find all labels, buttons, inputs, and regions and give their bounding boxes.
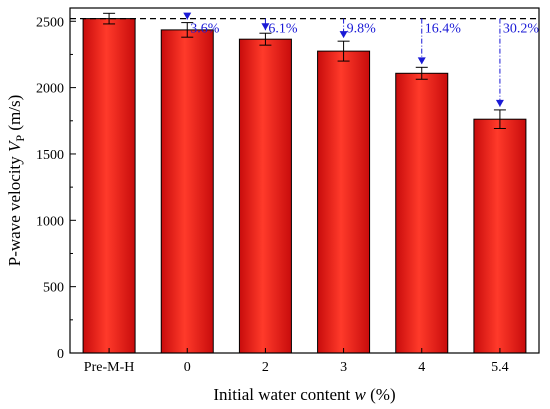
y-tick-label-3: 1500 bbox=[36, 148, 64, 163]
bar-1 bbox=[160, 29, 214, 354]
y-tick-label-2: 1000 bbox=[36, 214, 64, 229]
plot-frame bbox=[69, 7, 540, 354]
reduction-arrowhead-2 bbox=[261, 23, 270, 31]
bar-3 bbox=[317, 50, 371, 354]
x-axis-label: Initial water content w (%) bbox=[213, 385, 395, 404]
reduction-label-5: 30.2% bbox=[503, 22, 539, 37]
y-tick-label-0: 0 bbox=[57, 347, 64, 362]
reduction-label-3: 9.8% bbox=[347, 22, 377, 37]
bar-5 bbox=[473, 118, 527, 354]
reduction-arrowhead-3 bbox=[339, 31, 348, 39]
bar-0 bbox=[82, 18, 136, 354]
bar-2 bbox=[238, 38, 292, 354]
x-tick-label-0: Pre-M-H bbox=[84, 360, 135, 375]
reduction-label-1: 3.6% bbox=[190, 22, 220, 37]
x-tick-label-3: 3 bbox=[340, 360, 347, 375]
y-axis-label: P-wave velocity VP (m/s) bbox=[5, 95, 27, 266]
reduction-label-2: 6.1% bbox=[268, 22, 298, 37]
reduction-arrowhead-1 bbox=[183, 12, 192, 20]
x-tick-label-4: 4 bbox=[418, 360, 425, 375]
bar-4 bbox=[395, 72, 449, 354]
y-tick-label-1: 500 bbox=[43, 281, 64, 296]
y-tick-label-5: 2500 bbox=[36, 15, 64, 30]
x-tick-label-1: 0 bbox=[184, 360, 191, 375]
x-tick-label-2: 2 bbox=[262, 360, 269, 375]
x-tick-label-5: 5.4 bbox=[491, 360, 509, 375]
y-tick-label-4: 2000 bbox=[36, 82, 64, 97]
reduction-arrowhead-4 bbox=[417, 57, 426, 65]
reduction-label-4: 16.4% bbox=[425, 22, 462, 37]
reduction-arrowhead-5 bbox=[495, 99, 504, 107]
